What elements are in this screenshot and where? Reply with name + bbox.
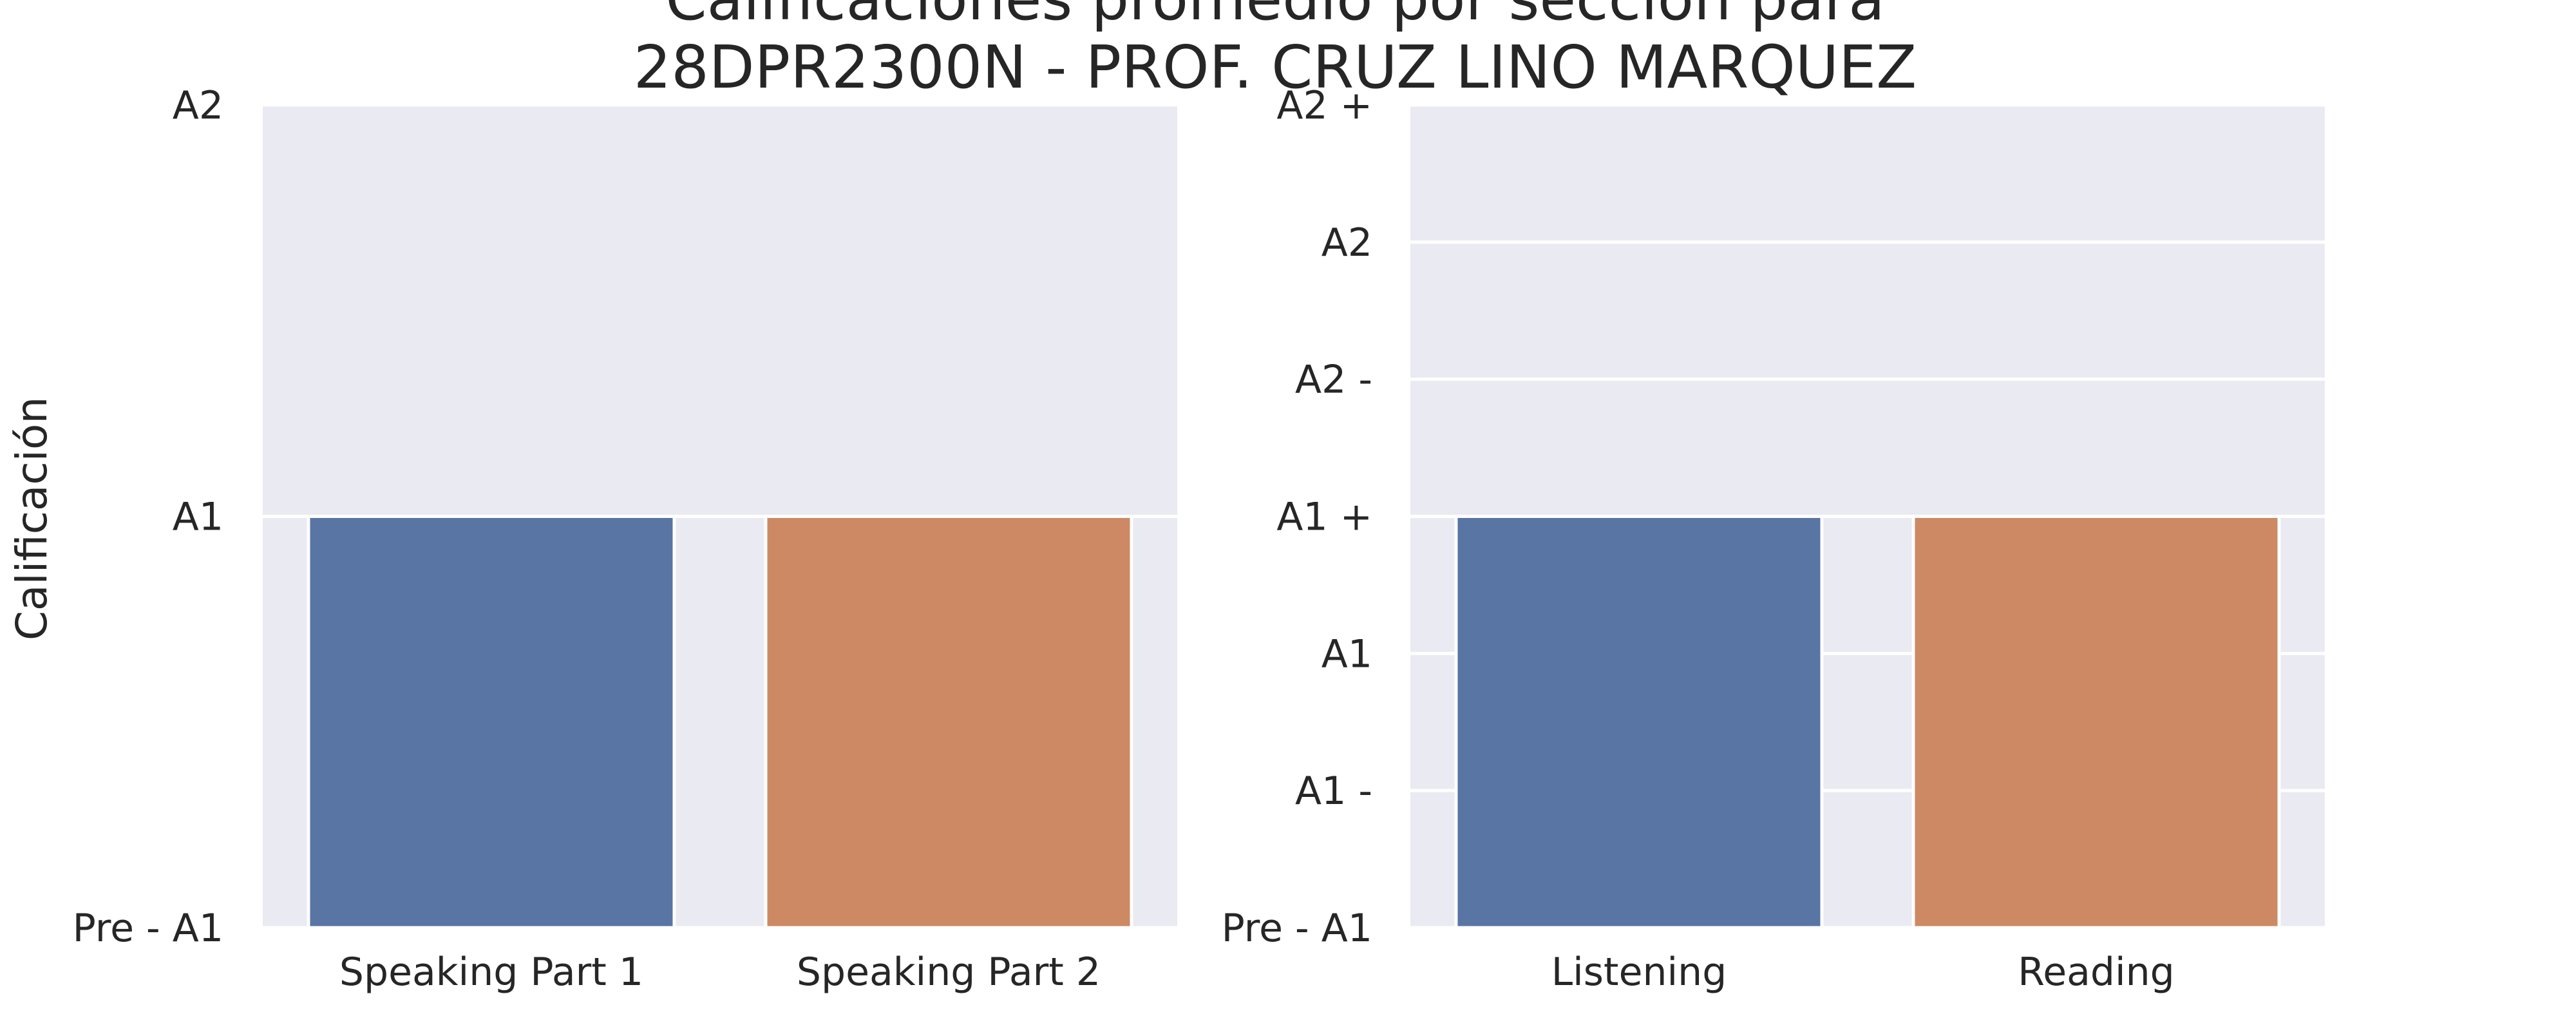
bar-speaking-part-1	[307, 515, 676, 930]
x-tick-label: Speaking Part 1	[339, 950, 643, 995]
bar-reading	[1911, 515, 2281, 930]
x-tick-label: Listening	[1551, 950, 1727, 995]
y-tick-label: A2 -	[1295, 358, 1372, 403]
y-tick-label: A1 -	[1295, 769, 1372, 814]
chart-title-line-2: 28DPR2300N - PROF. CRUZ LINO MARQUEZ	[634, 33, 1917, 102]
y-tick-label: A2 +	[1276, 83, 1372, 128]
y-tick-label: Pre - A1	[73, 906, 223, 951]
y-tick-label: A1 +	[1276, 495, 1372, 540]
y-tick-label: A1	[173, 495, 223, 540]
bar-listening	[1454, 515, 1824, 930]
y-tick-label: A2	[173, 83, 223, 128]
y-tick-label: A2	[1321, 220, 1372, 265]
y-tick-label: A1	[1321, 631, 1372, 676]
x-tick-label: Speaking Part 2	[797, 950, 1101, 995]
y-tick-label: Pre - A1	[1222, 906, 1372, 951]
chart-title-line-1: Calificaciones promedio por sección para	[665, 0, 1884, 34]
bar-speaking-part-2	[764, 515, 1133, 930]
y-axis-label: Calificación	[7, 397, 57, 640]
x-tick-label: Reading	[2018, 950, 2175, 995]
